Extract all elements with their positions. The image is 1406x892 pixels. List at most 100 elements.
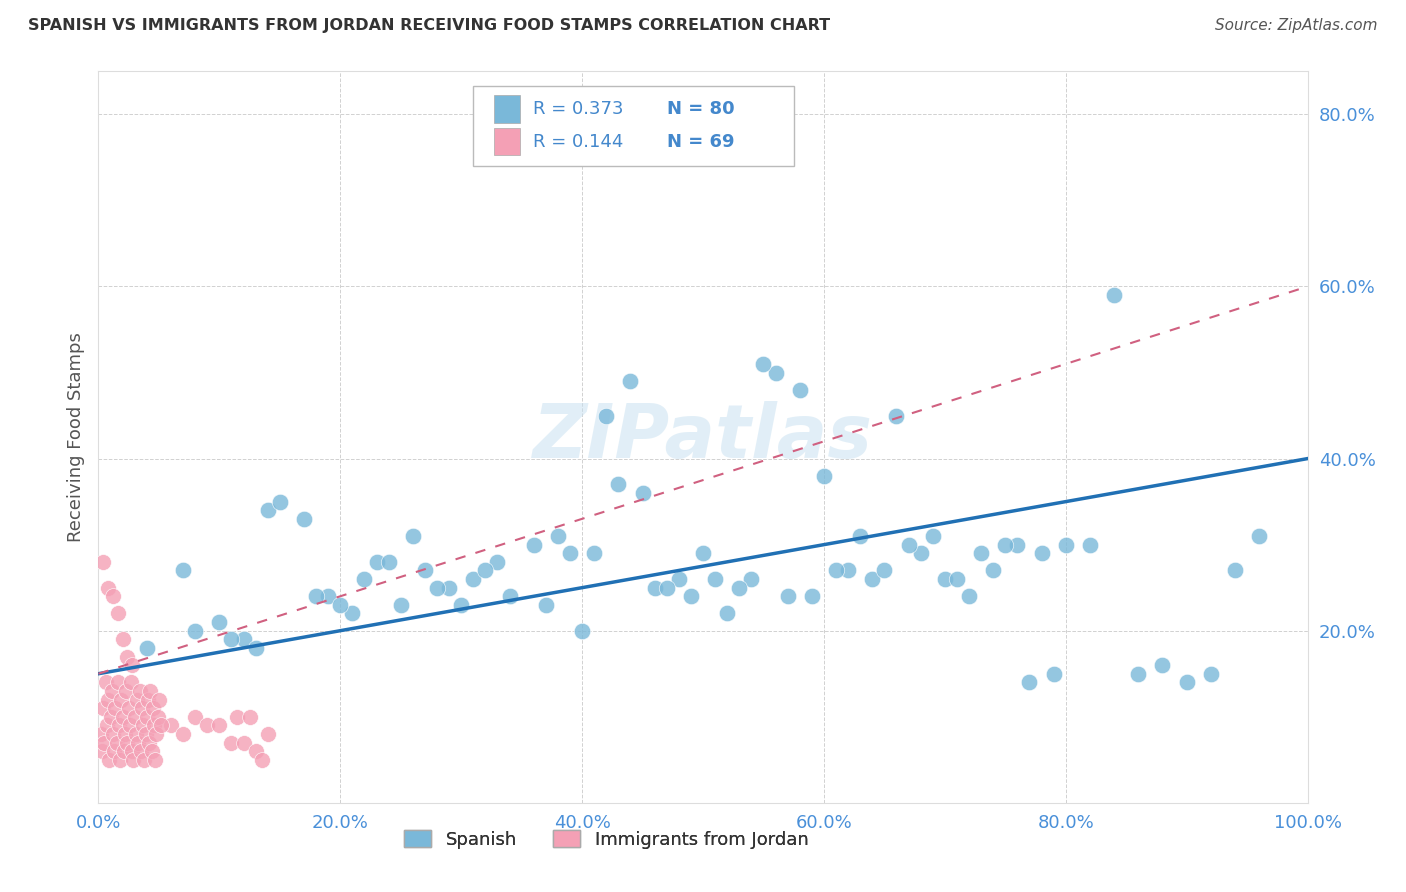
Point bbox=[910, 546, 932, 560]
Point bbox=[946, 572, 969, 586]
Point bbox=[668, 572, 690, 586]
Point bbox=[740, 572, 762, 586]
Point bbox=[389, 598, 412, 612]
Point bbox=[141, 744, 163, 758]
Point bbox=[101, 589, 124, 603]
Point bbox=[128, 684, 150, 698]
Point bbox=[377, 555, 399, 569]
Point bbox=[120, 675, 142, 690]
Point bbox=[765, 366, 787, 380]
Point bbox=[957, 589, 980, 603]
Point bbox=[115, 684, 138, 698]
Point bbox=[208, 718, 231, 732]
Point bbox=[136, 692, 159, 706]
Point bbox=[619, 374, 641, 388]
Point bbox=[143, 718, 166, 732]
Point bbox=[426, 581, 449, 595]
Point bbox=[135, 640, 157, 655]
Text: SPANISH VS IMMIGRANTS FROM JORDAN RECEIVING FOOD STAMPS CORRELATION CHART: SPANISH VS IMMIGRANTS FROM JORDAN RECEIV… bbox=[28, 18, 831, 33]
Point bbox=[607, 477, 630, 491]
Point bbox=[104, 701, 127, 715]
Point bbox=[800, 589, 823, 603]
Point bbox=[232, 632, 254, 647]
Point bbox=[849, 529, 872, 543]
Point bbox=[886, 409, 908, 423]
Point bbox=[122, 753, 145, 767]
Point bbox=[1054, 538, 1077, 552]
Point bbox=[124, 710, 146, 724]
Point bbox=[208, 615, 231, 629]
Point bbox=[139, 684, 162, 698]
Point bbox=[1031, 546, 1053, 560]
Point bbox=[825, 564, 848, 578]
Point bbox=[107, 607, 129, 621]
Point bbox=[145, 727, 167, 741]
Text: N = 69: N = 69 bbox=[666, 133, 734, 152]
Text: R = 0.373: R = 0.373 bbox=[533, 100, 623, 118]
Point bbox=[1018, 675, 1040, 690]
Point bbox=[269, 494, 291, 508]
Point bbox=[716, 607, 738, 621]
Text: N = 80: N = 80 bbox=[666, 100, 734, 118]
Point bbox=[96, 718, 118, 732]
Point bbox=[121, 658, 143, 673]
Point bbox=[184, 710, 207, 724]
Point bbox=[127, 735, 149, 749]
Point bbox=[100, 684, 122, 698]
Point bbox=[108, 753, 131, 767]
Point bbox=[90, 727, 112, 741]
Point bbox=[131, 701, 153, 715]
Point bbox=[1199, 666, 1222, 681]
Point bbox=[1102, 288, 1125, 302]
Point bbox=[655, 581, 678, 595]
Point bbox=[105, 735, 128, 749]
Point bbox=[121, 744, 143, 758]
Point bbox=[146, 710, 169, 724]
Point bbox=[860, 572, 883, 586]
Point bbox=[97, 581, 120, 595]
Point bbox=[232, 735, 254, 749]
Point bbox=[117, 649, 139, 664]
Point bbox=[117, 735, 139, 749]
Point bbox=[292, 512, 315, 526]
Point bbox=[97, 692, 120, 706]
Point bbox=[1249, 529, 1271, 543]
Point bbox=[463, 572, 485, 586]
Point bbox=[111, 632, 134, 647]
Point bbox=[221, 735, 243, 749]
Point bbox=[704, 572, 727, 586]
Point bbox=[93, 735, 115, 749]
Point bbox=[245, 640, 267, 655]
Point bbox=[221, 632, 243, 647]
Point bbox=[114, 727, 136, 741]
Point bbox=[571, 624, 593, 638]
Bar bbox=[494, 128, 520, 155]
Point bbox=[98, 753, 121, 767]
Point bbox=[134, 753, 156, 767]
Point bbox=[1175, 675, 1198, 690]
Bar bbox=[494, 95, 520, 122]
Point bbox=[142, 701, 165, 715]
Point bbox=[138, 735, 160, 749]
Point bbox=[994, 538, 1017, 552]
Point bbox=[94, 675, 117, 690]
Point bbox=[91, 744, 114, 758]
Point bbox=[450, 598, 472, 612]
Point bbox=[129, 744, 152, 758]
Point bbox=[534, 598, 557, 612]
Point bbox=[1223, 564, 1246, 578]
Text: ZIPatlas: ZIPatlas bbox=[533, 401, 873, 474]
Point bbox=[125, 727, 148, 741]
Point bbox=[934, 572, 956, 586]
Point bbox=[91, 555, 114, 569]
Point bbox=[873, 564, 896, 578]
Point bbox=[239, 710, 262, 724]
Point bbox=[132, 718, 155, 732]
Point bbox=[1128, 666, 1150, 681]
Point bbox=[135, 727, 157, 741]
Point bbox=[437, 581, 460, 595]
Point bbox=[118, 701, 141, 715]
Y-axis label: Receiving Food Stamps: Receiving Food Stamps bbox=[66, 332, 84, 542]
Point bbox=[150, 718, 173, 732]
Point bbox=[547, 529, 569, 543]
